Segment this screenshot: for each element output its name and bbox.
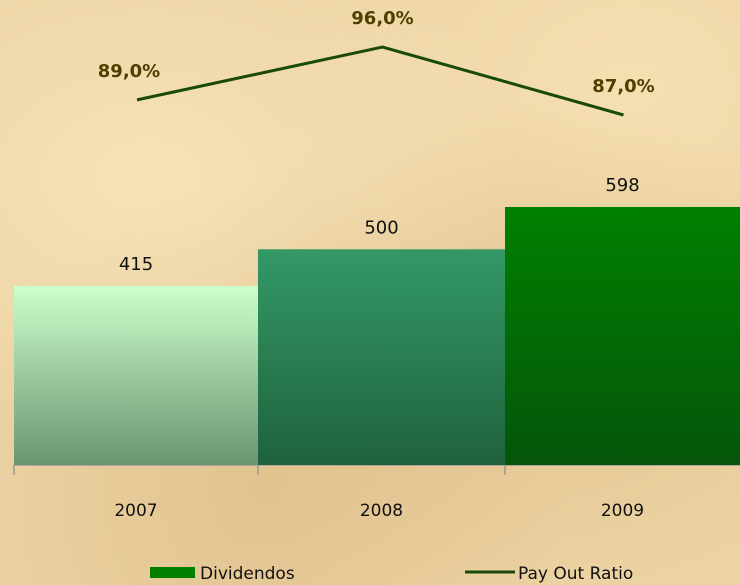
x-tick-label: 2009	[601, 501, 644, 521]
legend-swatch	[150, 567, 195, 578]
data-label: 500	[364, 217, 398, 238]
legend-label: Pay Out Ratio	[518, 564, 633, 584]
data-label: 415	[119, 254, 153, 275]
bar	[258, 249, 505, 465]
bar	[505, 207, 740, 465]
data-label: 87,0%	[592, 76, 654, 97]
data-label: 89,0%	[98, 61, 160, 82]
line	[136, 45, 624, 117]
legend-label: Dividendos	[200, 564, 295, 584]
bar	[14, 285, 258, 465]
data-label: 598	[605, 175, 639, 196]
data-label: 96,0%	[351, 8, 413, 29]
x-tick-label: 2007	[114, 501, 157, 521]
x-tick-label: 2008	[360, 501, 403, 521]
